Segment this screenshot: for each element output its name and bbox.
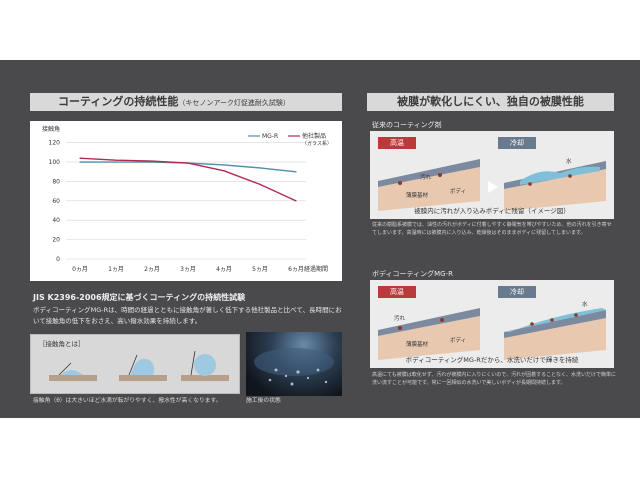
mgr-coating-illustration: 汚れ 薄膜基材 ボディ 水 [378, 300, 606, 360]
durability-section-title: コーティングの持続性能（キセノンアーク灯促進耐久試験） [30, 93, 342, 111]
data-point [115, 159, 117, 161]
water-label: 水 [582, 300, 588, 308]
cooling-tag: 冷却 [498, 286, 536, 298]
contact-angle-chart: 0 20 40 60 80 100 120 接触角 0ヵ月 1ヵ月 2ヵ月 3ヵ月 4ヵ月 5ヵ月 6ヵ月経… [30, 121, 342, 281]
contact-angle-explainer-title: ［接触角とは］ [39, 340, 85, 348]
x-axis-label: 経過期間 [304, 265, 328, 273]
base-label: 薄膜基材 [406, 340, 429, 348]
y-tick-label: 80 [52, 178, 60, 185]
legend-label: 他社製品 [302, 132, 326, 140]
photo-caption: 施工後の状態 [246, 398, 281, 404]
durability-title-sub: （キセノンアーク灯促進耐久試験） [178, 99, 290, 107]
mgr-coating-label: ボディコーティングMG-R [372, 270, 453, 278]
legend-label: MG-R [262, 133, 278, 140]
data-point [79, 161, 81, 163]
car-photo [246, 332, 342, 396]
content-panel: コーティングの持続性能（キセノンアーク灯促進耐久試験） 0 20 40 60 80 100… [0, 60, 640, 418]
x-tick-label: 1ヵ月 [108, 266, 124, 273]
data-point [223, 164, 225, 166]
data-point [295, 171, 297, 173]
data-point [259, 183, 261, 185]
y-tick-label: 100 [49, 159, 61, 166]
droplet-medium-angle [119, 354, 167, 381]
y-tick-label: 60 [52, 198, 60, 205]
y-tick-label: 0 [56, 256, 60, 263]
y-tick-label: 20 [52, 237, 60, 244]
data-point [115, 161, 117, 163]
droplet-low-angle [49, 362, 97, 381]
data-point [187, 162, 189, 164]
base-label: 薄膜基材 [406, 191, 429, 199]
jis-test-description: ボディコーティングMG-Rは、時間の経過とともに接触角が著しく低下する他社製品と… [33, 306, 342, 325]
data-point [259, 167, 261, 169]
chart-svg: 0 20 40 60 80 100 120 接触角 0ヵ月 1ヵ月 2ヵ月 3ヵ月 4ヵ月 5ヵ月 6ヵ月経… [42, 125, 332, 273]
x-tick-label: 4ヵ月 [216, 266, 232, 273]
x-tick-label: 2ヵ月 [144, 266, 160, 273]
x-tick-label: 3ヵ月 [180, 266, 196, 273]
conventional-coating-caption: 被膜内に汚れが入り込みボディに残留（イメージ図） [414, 207, 570, 215]
y-tick-label: 40 [52, 217, 60, 224]
mgr-coating-note: 高温にても被膜は軟化せず、汚れが被膜内に入りにくいので、汚れが固着することなく、… [372, 372, 616, 386]
conventional-coating-illustration: 汚れ 薄膜基材 ボディ 水 [378, 157, 606, 211]
body-label: ボディ [450, 187, 466, 195]
conventional-coating-label: 従来のコーティング剤 [372, 121, 442, 129]
data-point [295, 200, 297, 202]
contact-angle-illustration [49, 350, 229, 381]
x-tick-label: 5ヵ月 [252, 266, 268, 273]
mgr-coating-caption: ボディコーティングMG-Rだから、水洗いだけで輝きを持続 [405, 356, 579, 364]
legend-label-sub: （ガラス系） [302, 140, 332, 147]
data-point [151, 160, 153, 162]
contact-angle-note: 接触角（θ）は大きいほど水滴が転がりやすく、撥水性が高くなります。 [33, 398, 222, 404]
durability-title-text: コーティングの持続性能 [58, 95, 179, 108]
high-temp-tag: 高温 [378, 286, 416, 298]
cooling-tag: 冷却 [498, 137, 536, 149]
mgr-coating-diagram: 高温 冷却 汚れ 薄膜基材 ボディ 水 ボディコーティングMG-Rだから、水洗い… [370, 280, 614, 368]
data-point [223, 170, 225, 172]
dirt-label: 汚れ [420, 173, 432, 181]
film-performance-title: 被膜が軟化しにくい、独自の被膜性能 [367, 93, 614, 111]
x-tick-label: 0ヵ月 [72, 266, 88, 273]
dirt-label: 汚れ [394, 314, 406, 322]
y-tick-label: 120 [49, 140, 61, 147]
contact-angle-explainer: ［接触角とは］ [30, 334, 240, 394]
y-axis-label: 接触角 [42, 125, 60, 133]
data-point [79, 157, 81, 159]
conventional-coating-diagram: 高温 冷却 汚れ 薄膜基材 ボディ 水 被膜内に汚れが入り込みボディに残留（イメ… [370, 131, 614, 219]
high-temp-tag: 高温 [378, 137, 416, 149]
series-line-1 [79, 157, 297, 202]
body-label: ボディ [450, 336, 466, 344]
car-photo-image [254, 348, 334, 386]
droplet-high-angle [181, 350, 229, 381]
jis-test-title: JIS K2396-2006規定に基づくコーティングの持続性試験 [33, 293, 246, 302]
x-tick-label: 6ヵ月 [288, 266, 304, 273]
conventional-coating-note: 従来の樹脂系被膜では、油性の汚れがボディに付着しやすく静電気を帯びやすいため、他… [372, 222, 612, 236]
water-label: 水 [566, 157, 572, 165]
